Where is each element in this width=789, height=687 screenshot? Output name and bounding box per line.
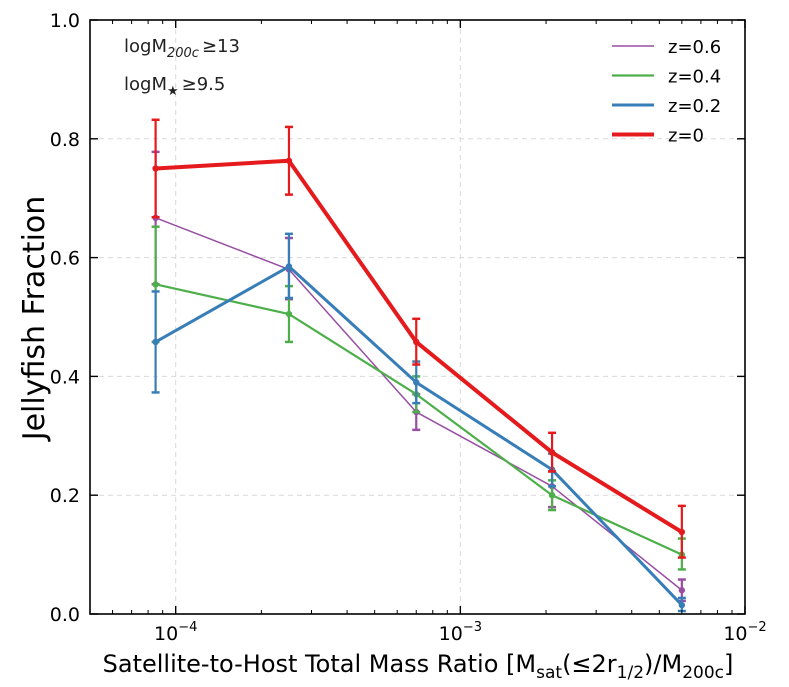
x-tick-label: 10−4 <box>154 620 197 645</box>
y-axis-label: Jellyfish Fraction <box>17 196 52 443</box>
annotation-halo-mass: logM200c ≥13 <box>124 36 240 61</box>
legend-label: z=0 <box>668 126 704 147</box>
series-layer <box>151 118 686 613</box>
axis-ticks: 0.0 0.2 0.4 0.6 0.8 1.0 10−4 10−3 10−2 <box>50 10 767 645</box>
legend-label: z=0.2 <box>668 96 721 117</box>
annotation-stellar-mass: logM★ ≥9.5 <box>124 74 225 99</box>
series-z=0.2 <box>151 232 686 613</box>
series-z=0.4 <box>151 225 686 571</box>
y-tick-label: 0.8 <box>50 129 80 151</box>
data-point <box>152 338 159 346</box>
y-tick-label: 1.0 <box>50 10 80 32</box>
data-point <box>678 587 686 594</box>
data-point <box>678 601 686 609</box>
y-tick-label: 0.2 <box>50 485 80 507</box>
y-tick-label: 0.4 <box>50 366 80 388</box>
data-point <box>152 165 159 172</box>
data-point <box>285 310 293 318</box>
y-tick-label: 0.6 <box>50 248 80 270</box>
y-tick-label: 0.0 <box>50 604 80 626</box>
legend-label: z=0.4 <box>668 67 721 88</box>
annotation-block: logM200c ≥13 logM★ ≥9.5 <box>124 36 240 99</box>
grid <box>90 19 746 615</box>
data-point <box>413 379 420 386</box>
series-z=0 <box>151 118 686 559</box>
data-point <box>548 492 556 499</box>
series-line <box>155 158 683 534</box>
data-point <box>152 281 159 288</box>
legend: z=0.6 z=0.4 z=0.2 z=0 <box>612 37 721 147</box>
data-point <box>413 338 420 346</box>
data-point <box>285 263 293 270</box>
plot-frame <box>89 19 746 615</box>
data-point <box>548 449 556 456</box>
x-tick-label: 10−2 <box>723 620 766 645</box>
x-axis-label: Satellite-to-Host Total Mass Ratio [Msat… <box>103 650 734 683</box>
legend-label: z=0.6 <box>668 37 721 58</box>
x-tick-label: 10−3 <box>439 620 482 645</box>
series-line <box>154 265 683 607</box>
series-line <box>155 283 683 556</box>
data-point <box>678 528 686 536</box>
data-point <box>285 157 293 164</box>
